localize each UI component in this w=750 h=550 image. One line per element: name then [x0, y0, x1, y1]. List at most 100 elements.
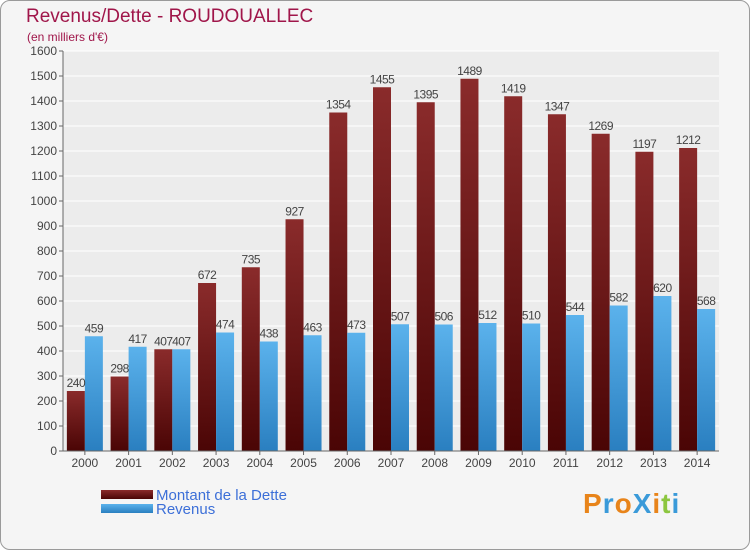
bar-revenus — [128, 346, 147, 451]
legend-label-revenus: Revenus — [156, 501, 216, 518]
bar-debt — [285, 219, 304, 451]
label-debt: 672 — [198, 268, 217, 282]
chart-title: Revenus/Dette - ROUDOUALLEC — [26, 6, 314, 27]
bar-debt — [679, 148, 698, 451]
label-revenus: 438 — [260, 327, 279, 341]
label-revenus: 407 — [172, 334, 191, 348]
chart-subtitle: (en milliers d'€) — [27, 30, 108, 44]
y-tick-label: 1300 — [30, 119, 57, 133]
y-tick-label: 1100 — [31, 169, 57, 183]
x-tick-label: 2004 — [246, 456, 273, 470]
logo-letter: X — [632, 488, 653, 519]
label-revenus: 620 — [653, 281, 672, 295]
bar-revenus — [653, 296, 672, 451]
label-debt: 240 — [67, 376, 86, 390]
bar-debt — [110, 376, 129, 451]
y-tick-label: 200 — [37, 394, 57, 408]
y-tick-label: 600 — [37, 294, 57, 308]
logo-letter: P — [583, 488, 603, 519]
legend-label-debt: Montant de la Dette — [156, 487, 287, 504]
bar-revenus — [84, 336, 103, 451]
label-debt: 735 — [242, 252, 261, 266]
bar-revenus — [478, 323, 497, 451]
label-debt: 1197 — [632, 137, 657, 151]
bar-debt — [154, 349, 173, 451]
x-tick-label: 2010 — [509, 456, 536, 470]
bar-revenus — [391, 324, 409, 451]
x-tick-label: 2005 — [290, 456, 317, 470]
y-tick-label: 900 — [37, 219, 57, 233]
x-tick-label: 2013 — [640, 456, 667, 470]
logo-letter: i — [671, 488, 681, 519]
x-tick-label: 2007 — [378, 456, 405, 470]
label-revenus: 506 — [434, 310, 453, 324]
label-debt: 1419 — [501, 81, 527, 95]
bar-revenus — [172, 349, 191, 451]
logo-letter: r — [602, 488, 615, 519]
logo-letter: t — [661, 488, 672, 519]
bar-revenus — [303, 335, 322, 451]
label-revenus: 463 — [303, 320, 322, 334]
x-tick-label: 2006 — [334, 456, 361, 470]
y-tick-label: 0 — [50, 444, 57, 458]
y-tick-label: 1200 — [30, 144, 57, 158]
y-tick-label: 700 — [37, 269, 57, 283]
x-tick-label: 2000 — [72, 456, 99, 470]
bar-debt — [329, 112, 348, 451]
x-tick-label: 2011 — [553, 456, 579, 470]
bar-revenus — [347, 332, 366, 451]
x-tick-label: 2002 — [159, 456, 186, 470]
bar-revenus — [609, 305, 628, 451]
label-revenus: 582 — [609, 291, 628, 305]
legend-swatch-revenus — [101, 504, 153, 513]
label-revenus: 544 — [566, 300, 585, 314]
y-tick-label: 1400 — [30, 94, 57, 108]
x-tick-label: 2003 — [203, 456, 230, 470]
logo-letter: i — [652, 488, 662, 519]
x-tick-label: 2012 — [596, 456, 623, 470]
bar-revenus — [697, 309, 716, 451]
label-debt: 1269 — [588, 119, 614, 133]
x-tick-label: 2009 — [465, 456, 492, 470]
label-revenus: 459 — [85, 321, 104, 335]
label-debt: 927 — [285, 204, 304, 218]
bar-revenus — [434, 324, 453, 451]
bar-debt — [198, 283, 217, 451]
logo-letter: o — [614, 488, 633, 519]
y-tick-label: 100 — [37, 419, 57, 433]
y-tick-label: 400 — [37, 344, 57, 358]
x-tick-label: 2008 — [421, 456, 448, 470]
y-tick-label: 800 — [37, 244, 57, 258]
bar-revenus — [565, 315, 584, 451]
bar-debt — [635, 151, 654, 451]
label-debt: 407 — [154, 334, 173, 348]
bar-debt — [504, 96, 523, 451]
bar-revenus — [216, 332, 235, 451]
label-debt: 1212 — [676, 133, 702, 147]
label-debt: 1354 — [326, 98, 352, 112]
bar-debt — [416, 102, 435, 451]
label-revenus: 474 — [216, 318, 235, 332]
x-tick-label: 2001 — [115, 456, 142, 470]
y-tick-label: 300 — [37, 369, 57, 383]
y-tick-label: 1000 — [30, 194, 57, 208]
label-revenus: 473 — [347, 318, 366, 332]
legend-swatch-debt — [101, 490, 153, 499]
label-revenus: 512 — [478, 308, 497, 322]
bar-debt — [460, 78, 479, 451]
bar-debt — [591, 133, 610, 451]
label-revenus: 510 — [522, 309, 541, 323]
label-debt: 1489 — [457, 64, 483, 78]
bar-debt — [241, 267, 260, 451]
label-revenus: 568 — [697, 294, 716, 308]
label-debt: 1347 — [545, 99, 571, 113]
label-debt: 1395 — [413, 87, 439, 101]
label-debt: 1455 — [370, 72, 396, 86]
bar-debt — [547, 114, 566, 451]
label-revenus: 507 — [391, 309, 410, 323]
label-revenus: 417 — [128, 332, 147, 346]
proxiti-logo: ProXiti — [583, 488, 680, 520]
y-tick-label: 500 — [37, 319, 57, 333]
